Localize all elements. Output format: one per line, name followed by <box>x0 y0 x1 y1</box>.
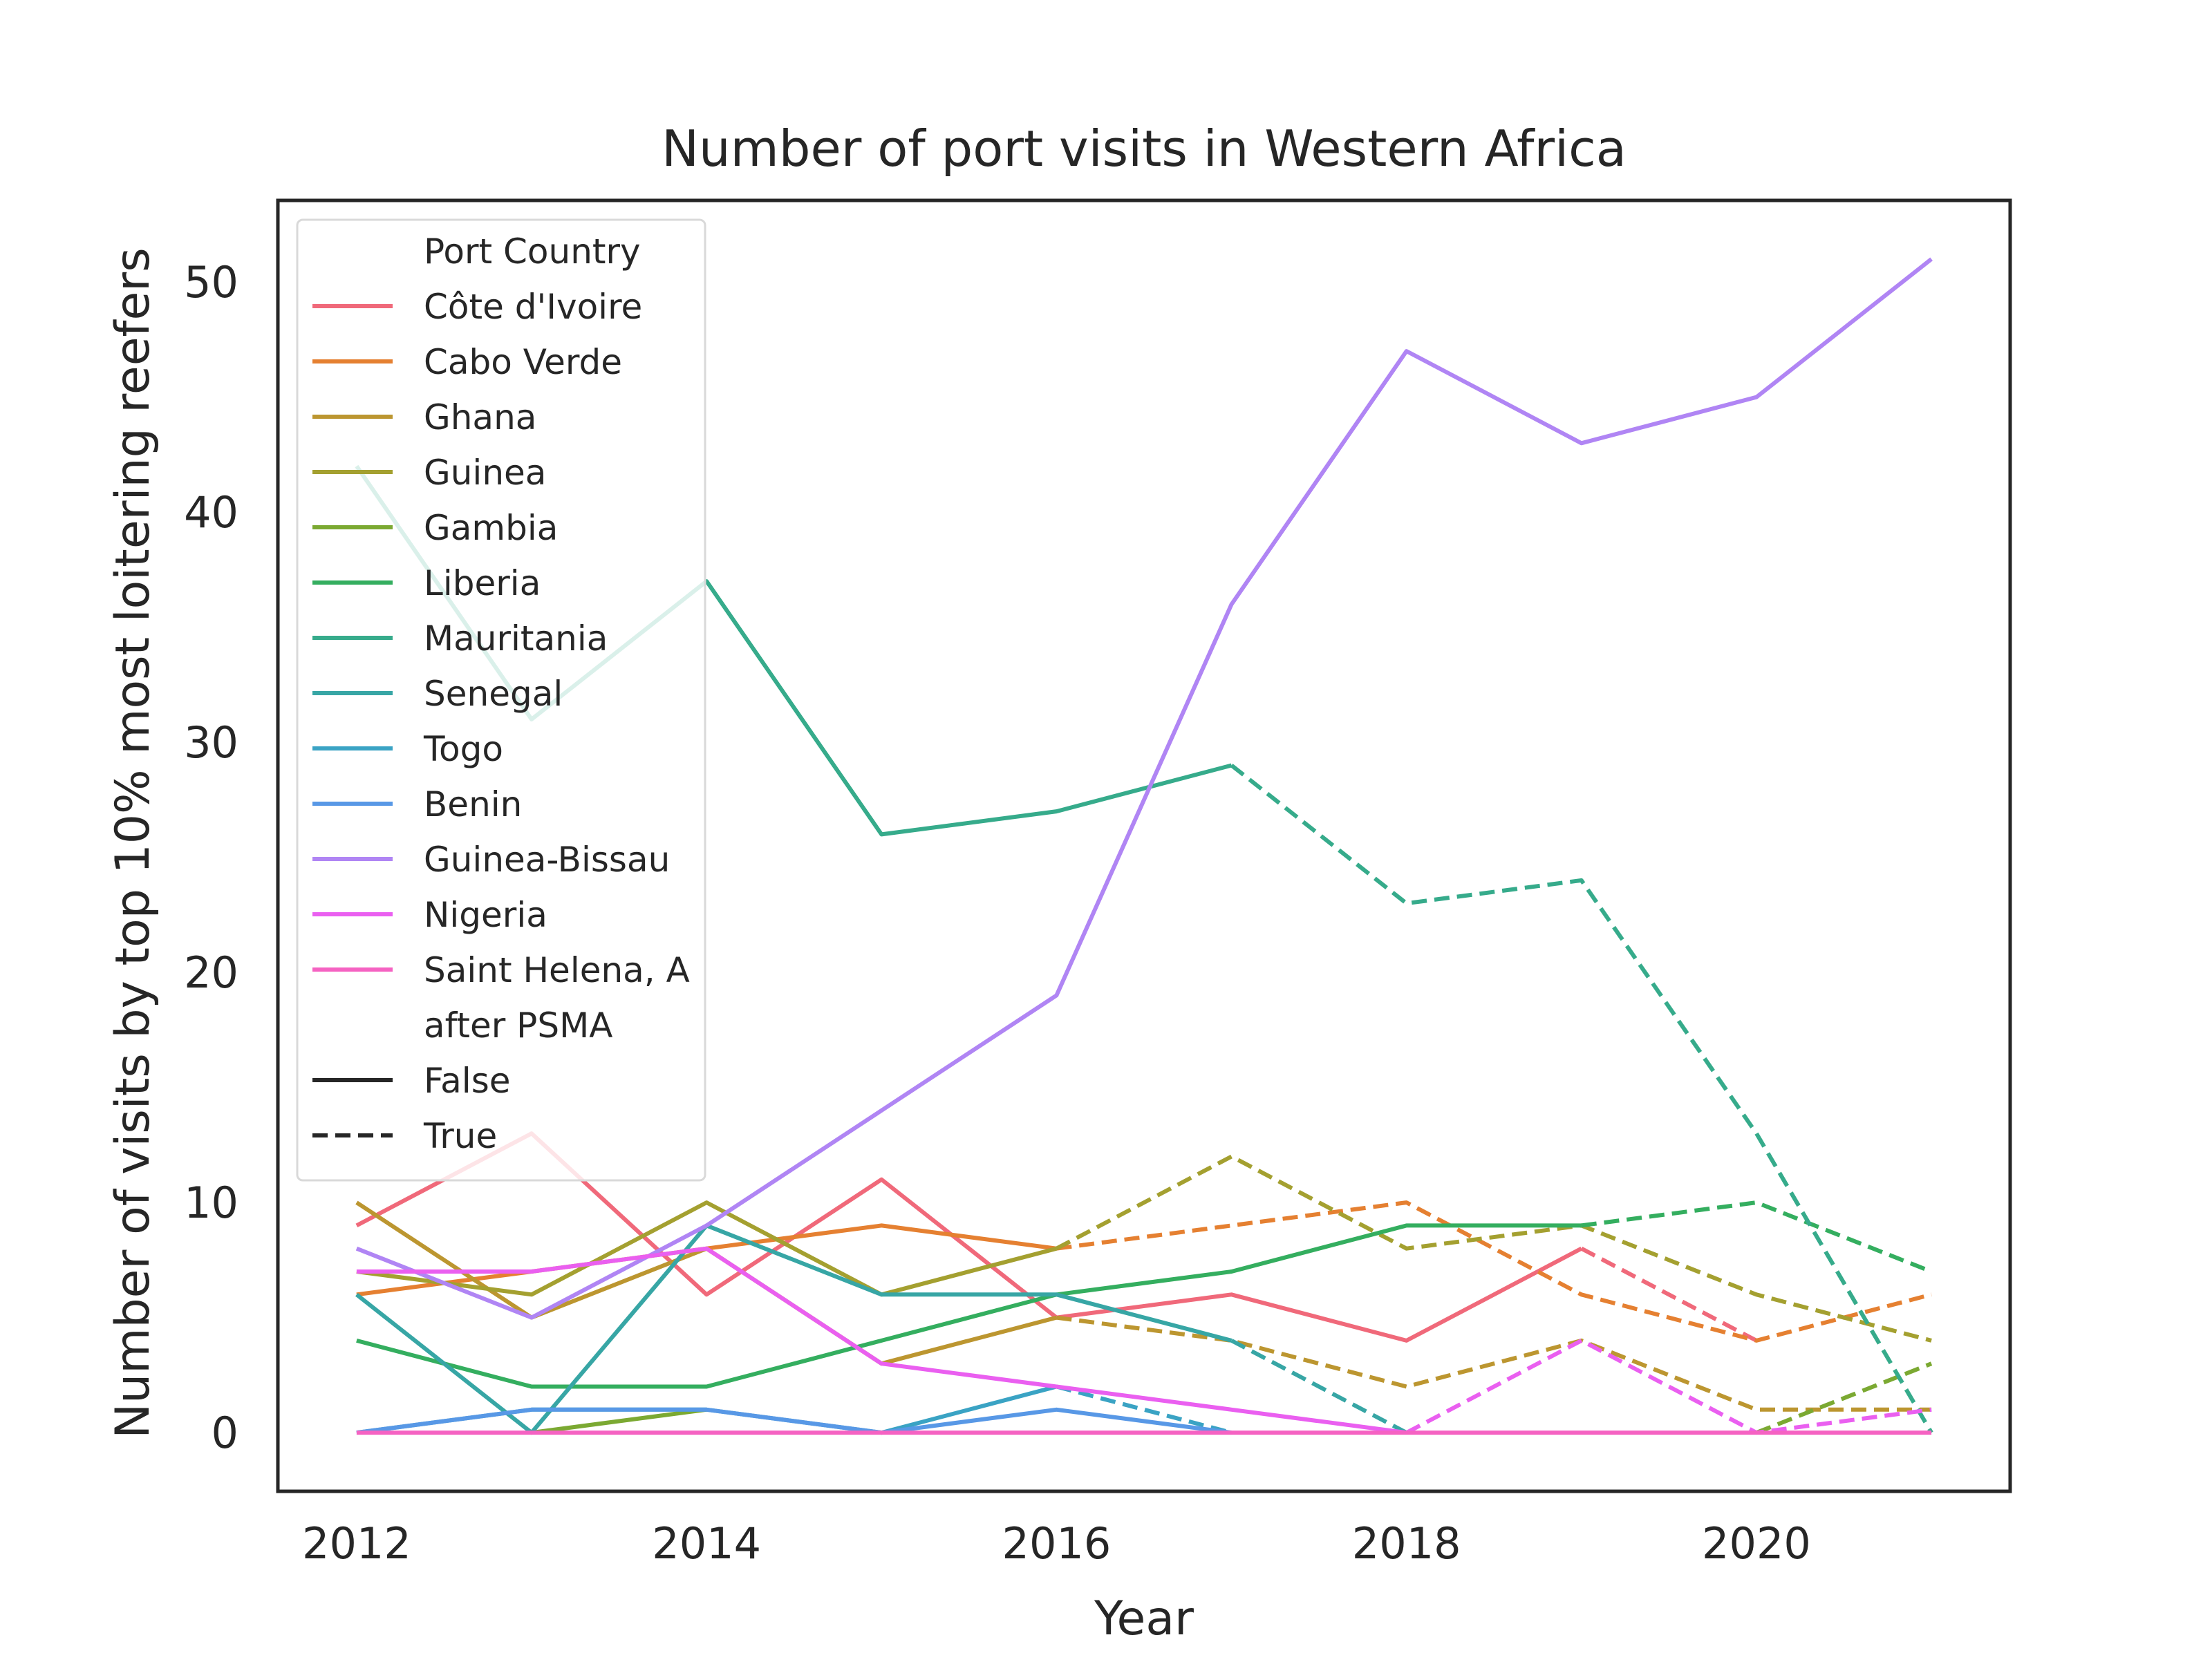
y-tick-label-30: 30 <box>184 717 238 768</box>
x-tick-label-2012: 2012 <box>302 1518 411 1569</box>
plot-frame <box>276 198 2012 1493</box>
legend-label-ghana: Ghana <box>424 397 536 437</box>
legend-style-title: after PSMA <box>424 1005 612 1046</box>
x-tick-label-2020: 2020 <box>1702 1518 1811 1569</box>
x-tick-label-2016: 2016 <box>1002 1518 1112 1569</box>
chart-title: Number of port visits in Western Africa <box>662 120 1627 178</box>
legend-style-label-false: False <box>424 1061 511 1101</box>
legend-box <box>296 218 706 1182</box>
series-line-guinea-bissau-solid <box>355 257 1933 1320</box>
series-line-liberia-solid <box>356 1223 1582 1389</box>
legend-label-gambia: Gambia <box>424 508 558 548</box>
series-line-cabo-verde-dashed <box>1056 1200 1932 1343</box>
legend-label-guinea-bissau: Guinea-Bissau <box>424 840 670 880</box>
y-tick-label-0: 0 <box>212 1408 238 1458</box>
series-line-nigeria-solid <box>356 1246 1407 1435</box>
x-tick-label-2014: 2014 <box>652 1518 761 1569</box>
y-tick-label-10: 10 <box>184 1178 238 1228</box>
legend-label-nigeria: Nigeria <box>424 895 547 935</box>
legend-style-label-true: True <box>423 1116 497 1156</box>
y-axis-label: Number of visits by top 10% most loiteri… <box>106 247 160 1438</box>
y-tick-label-40: 40 <box>184 487 238 538</box>
series-line-ghana-dashed <box>1056 1315 1932 1412</box>
series-line-nigeria-dashed <box>1405 1338 1932 1435</box>
legend-label-senegal: Senegal <box>424 674 563 714</box>
legend-hue-title: Port Country <box>424 232 641 272</box>
series-line-benin-solid <box>356 1407 1232 1435</box>
legend-label-c-te-d-ivoire: Côte d'Ivoire <box>424 287 642 327</box>
y-tick-label-20: 20 <box>184 947 238 998</box>
legend-label-saint-helena-a: Saint Helena, A <box>424 950 690 990</box>
legend-label-benin: Benin <box>424 784 522 824</box>
legend-label-togo: Togo <box>423 729 503 769</box>
legend: Port Country Côte d'Ivoire Cabo Verde Ghana… <box>296 218 706 1182</box>
x-axis-label: Year <box>1094 1592 1194 1646</box>
y-tick-label-50: 50 <box>184 257 238 308</box>
series-line-liberia-dashed <box>1581 1200 1933 1274</box>
series-line-c-te-d-ivoire-dashed <box>1580 1247 1758 1343</box>
legend-label-cabo-verde: Cabo Verde <box>424 342 622 382</box>
series-line-senegal-dashed <box>1230 1339 1408 1435</box>
series-line-gambia-dashed <box>1755 1361 1933 1435</box>
legend-label-liberia: Liberia <box>424 563 541 603</box>
series-line-togo-dashed <box>1056 1384 1232 1435</box>
legend-label-guinea: Guinea <box>424 453 546 493</box>
series-line-senegal-solid <box>355 1223 1232 1435</box>
series-line-gambia-solid <box>531 1407 707 1435</box>
x-tick-label-2018: 2018 <box>1352 1518 1461 1569</box>
series-line-mauritania-dashed <box>1230 764 1933 1434</box>
axis-ticks: 2012 2014 2016 2018 2020 0 10 20 30 40 50 <box>184 257 1811 1569</box>
series-line-guinea-solid <box>356 1200 1058 1297</box>
series-line-guinea-dashed <box>1056 1154 1932 1343</box>
legend-label-mauritania: Mauritania <box>424 618 608 659</box>
